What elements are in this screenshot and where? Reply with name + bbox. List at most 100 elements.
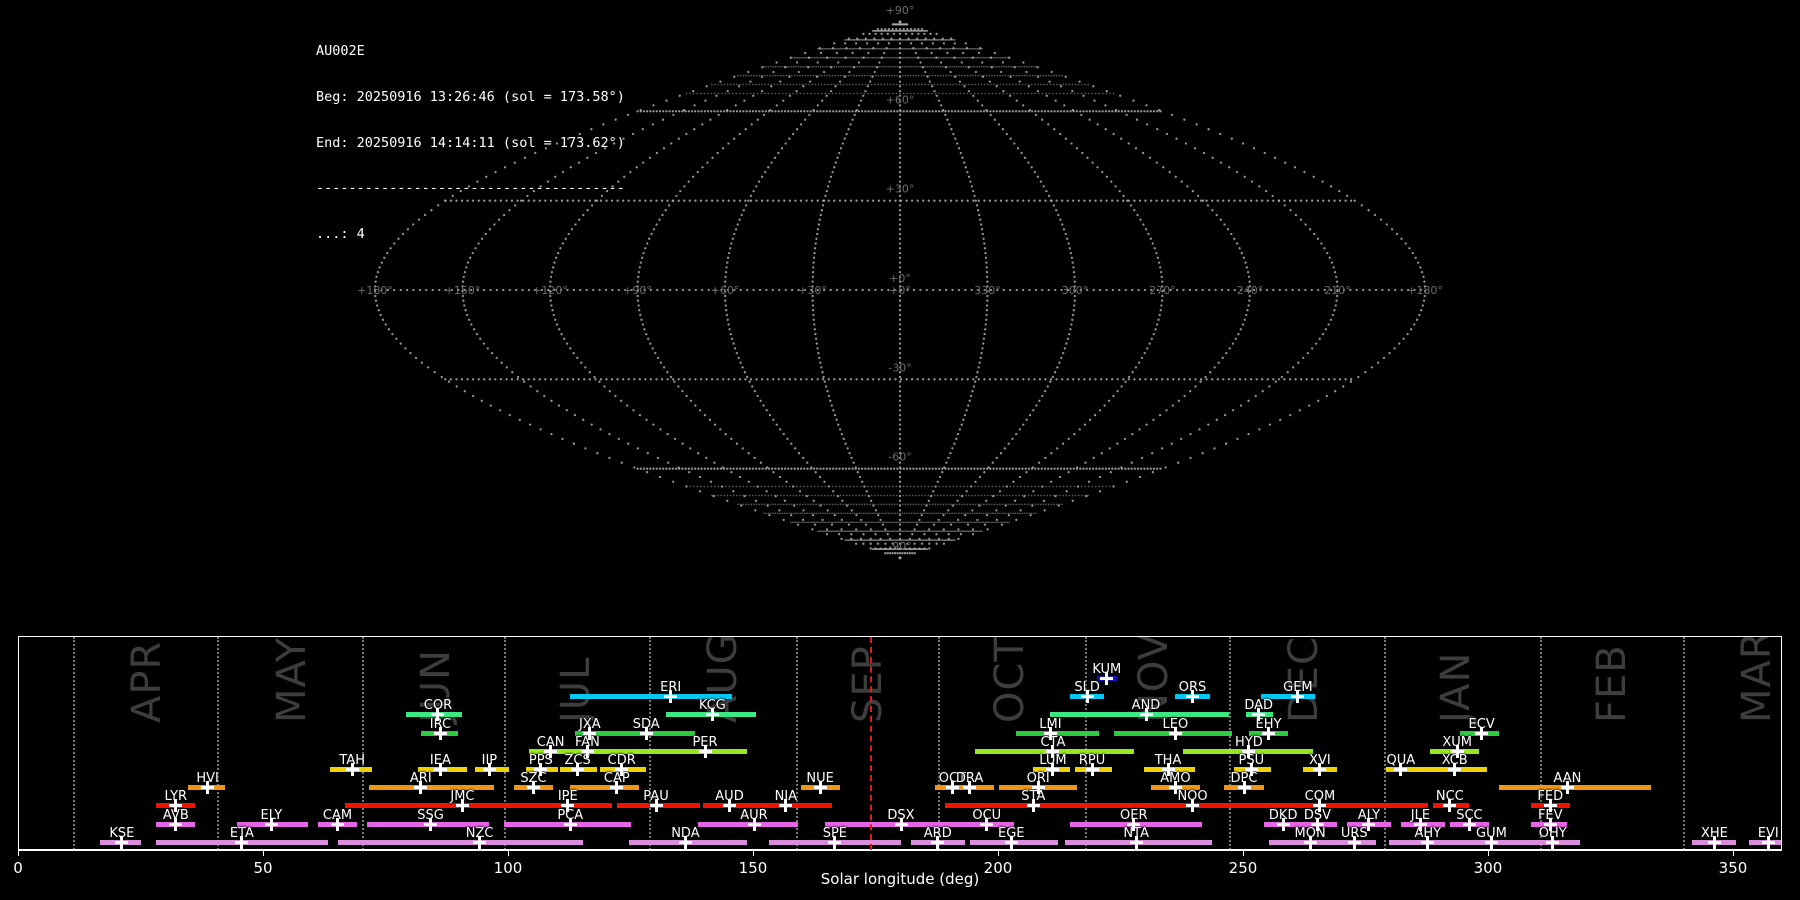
shower-peak-marker[interactable] bbox=[1291, 690, 1305, 704]
shower-peak-marker[interactable] bbox=[424, 817, 438, 831]
shower-peak-marker[interactable] bbox=[1560, 781, 1574, 795]
shower-peak-marker[interactable] bbox=[1186, 799, 1200, 813]
shower-peak-marker[interactable] bbox=[894, 817, 908, 831]
shower-peak-marker[interactable] bbox=[1252, 708, 1266, 722]
shower-peak-marker[interactable] bbox=[115, 835, 129, 849]
shower-activity-bar[interactable] bbox=[1498, 785, 1651, 791]
shower-peak-marker[interactable] bbox=[433, 763, 447, 776]
shower-peak-marker[interactable] bbox=[264, 817, 278, 831]
shower-peak-marker[interactable] bbox=[583, 726, 597, 740]
shower-peak-marker[interactable] bbox=[473, 835, 487, 849]
shower-activity-bar[interactable] bbox=[1261, 694, 1316, 700]
shower-peak-marker[interactable] bbox=[1421, 835, 1435, 849]
shower-peak-marker[interactable] bbox=[1085, 763, 1099, 776]
shower-peak-marker[interactable] bbox=[1475, 726, 1489, 740]
shower-peak-marker[interactable] bbox=[828, 835, 842, 849]
shower-peak-marker[interactable] bbox=[563, 817, 577, 831]
shower-peak-marker[interactable] bbox=[639, 726, 653, 740]
shower-peak-marker[interactable] bbox=[455, 799, 469, 813]
shower-peak-marker[interactable] bbox=[1237, 781, 1251, 795]
shower-peak-marker[interactable] bbox=[723, 799, 736, 813]
shower-peak-marker[interactable] bbox=[1100, 672, 1114, 685]
shower-peak-marker[interactable] bbox=[1761, 835, 1775, 849]
shower-peak-marker[interactable] bbox=[1413, 817, 1427, 831]
shower-peak-marker[interactable] bbox=[544, 744, 558, 758]
shower-peak-marker[interactable] bbox=[1026, 799, 1040, 813]
shower-peak-marker[interactable] bbox=[1129, 835, 1143, 849]
shower-peak-marker[interactable] bbox=[1168, 781, 1182, 795]
shower-peak-marker[interactable] bbox=[414, 781, 428, 795]
shower-peak-marker[interactable] bbox=[1313, 763, 1327, 776]
shower-peak-marker[interactable] bbox=[1139, 708, 1153, 722]
shower-activity-bar[interactable] bbox=[1016, 730, 1100, 736]
shower-activity-bar[interactable] bbox=[1405, 767, 1487, 772]
shower-peak-marker[interactable] bbox=[1186, 690, 1200, 704]
shower-peak-marker[interactable] bbox=[534, 763, 548, 776]
shower-activity-bar[interactable] bbox=[570, 785, 639, 791]
shower-peak-marker[interactable] bbox=[747, 817, 761, 831]
shower-peak-marker[interactable] bbox=[813, 781, 827, 795]
shower-peak-marker[interactable] bbox=[1347, 835, 1361, 849]
shower-peak-marker[interactable] bbox=[610, 781, 624, 795]
shower-peak-marker[interactable] bbox=[1546, 835, 1560, 849]
shower-peak-marker[interactable] bbox=[1244, 763, 1258, 776]
shower-peak-marker[interactable] bbox=[235, 835, 249, 849]
shower-peak-marker[interactable] bbox=[1707, 835, 1721, 849]
shower-peak-marker[interactable] bbox=[779, 799, 793, 813]
shower-peak-marker[interactable] bbox=[615, 763, 629, 776]
shower-peak-marker[interactable] bbox=[345, 763, 359, 776]
shower-activity-bar[interactable] bbox=[1234, 803, 1428, 809]
shower-peak-marker[interactable] bbox=[1543, 799, 1557, 813]
shower-activity-bar[interactable] bbox=[369, 785, 495, 791]
shower-peak-marker[interactable] bbox=[1080, 690, 1094, 704]
shower-peak-marker[interactable] bbox=[169, 817, 183, 831]
shower-activity-bar[interactable] bbox=[337, 839, 583, 845]
shower-peak-marker[interactable] bbox=[1262, 726, 1275, 740]
shower-peak-marker[interactable] bbox=[664, 690, 678, 704]
shower-activity-bar[interactable] bbox=[570, 694, 732, 700]
shower-peak-marker[interactable] bbox=[705, 708, 719, 722]
shower-peak-marker[interactable] bbox=[963, 781, 977, 795]
shower-peak-marker[interactable] bbox=[649, 799, 663, 813]
shower-peak-marker[interactable] bbox=[527, 781, 540, 795]
shower-peak-marker[interactable] bbox=[1462, 817, 1476, 831]
shower-peak-marker[interactable] bbox=[1276, 817, 1290, 831]
shower-peak-marker[interactable] bbox=[201, 781, 215, 795]
shower-peak-marker[interactable] bbox=[580, 744, 594, 758]
shower-peak-marker[interactable] bbox=[1394, 763, 1408, 776]
shower-peak-marker[interactable] bbox=[1168, 726, 1182, 740]
shower-peak-marker[interactable] bbox=[1448, 763, 1462, 776]
month-gridline bbox=[795, 637, 798, 850]
shower-peak-marker[interactable] bbox=[678, 835, 692, 849]
shower-peak-marker[interactable] bbox=[1161, 763, 1175, 776]
shower-peak-marker[interactable] bbox=[1046, 763, 1060, 776]
shower-peak-marker[interactable] bbox=[561, 799, 575, 813]
shower-peak-marker[interactable] bbox=[1450, 744, 1464, 758]
shower-peak-marker[interactable] bbox=[1543, 817, 1557, 831]
shower-peak-marker[interactable] bbox=[169, 799, 183, 813]
shower-peak-marker[interactable] bbox=[1004, 835, 1018, 849]
shower-peak-marker[interactable] bbox=[698, 744, 712, 758]
shower-peak-marker[interactable] bbox=[1046, 744, 1060, 758]
shower-peak-marker[interactable] bbox=[1031, 781, 1045, 795]
shower-peak-marker[interactable] bbox=[482, 763, 496, 776]
shower-peak-marker[interactable] bbox=[1443, 799, 1457, 813]
shower-peak-marker[interactable] bbox=[1311, 817, 1324, 831]
shower-peak-marker[interactable] bbox=[1484, 835, 1498, 849]
shower-peak-marker[interactable] bbox=[1043, 726, 1057, 740]
shower-code-label: JMC bbox=[450, 789, 475, 805]
shower-peak-marker[interactable] bbox=[1127, 817, 1141, 831]
shower-peak-marker[interactable] bbox=[331, 817, 344, 831]
shower-peak-marker[interactable] bbox=[1362, 817, 1376, 831]
shower-peak-marker[interactable] bbox=[1242, 744, 1256, 758]
shower-peak-marker[interactable] bbox=[433, 726, 447, 740]
shower-activity-bar[interactable] bbox=[607, 748, 747, 754]
shower-peak-marker[interactable] bbox=[945, 781, 959, 795]
shower-peak-marker[interactable] bbox=[1303, 835, 1317, 849]
shower-peak-marker[interactable] bbox=[571, 763, 585, 776]
shower-peak-marker[interactable] bbox=[980, 817, 994, 831]
shower-peak-marker[interactable] bbox=[431, 708, 445, 722]
shower-peak-marker[interactable] bbox=[1313, 799, 1327, 813]
shower-peak-marker[interactable] bbox=[931, 835, 945, 849]
month-gridline bbox=[648, 637, 651, 850]
